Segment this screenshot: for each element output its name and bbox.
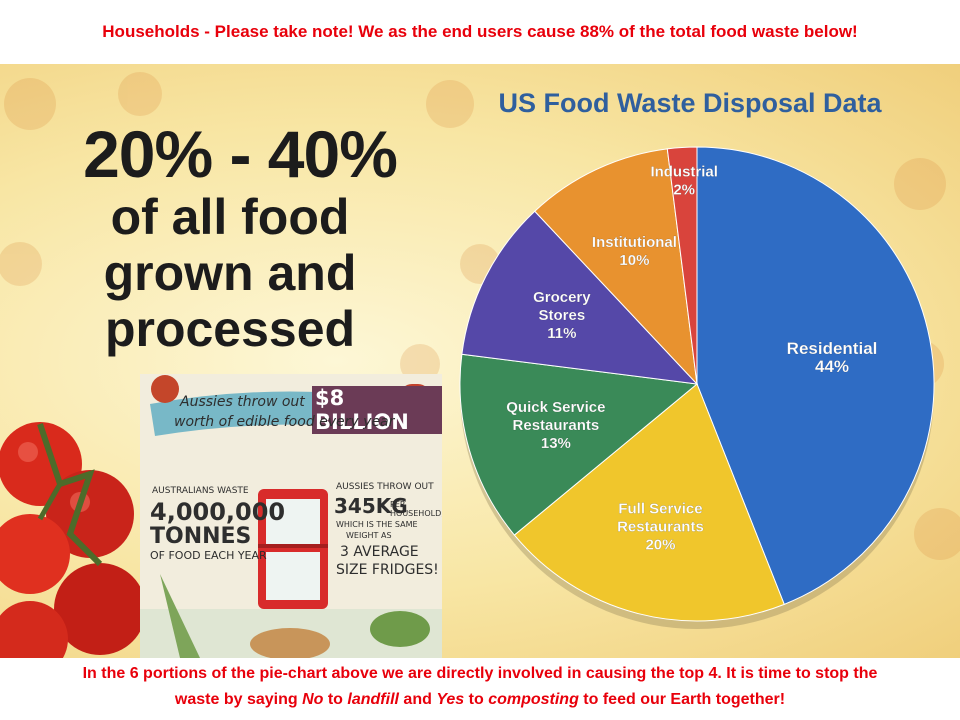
pie-label-line: 13% (541, 435, 571, 452)
headline-line-3: processed (104, 301, 356, 357)
headline-line-2: grown and (103, 245, 357, 301)
pie-label-line: 20% (645, 536, 675, 553)
pie-label-line: Grocery (533, 289, 591, 306)
infographic-right-same2: WEIGHT AS (346, 531, 392, 540)
chart-title: US Food Waste Disposal Data (498, 88, 882, 118)
pie-label-full-service-restaurants: Full Service Restaurants 20% (617, 500, 704, 553)
pie-slice-quick-service-restaurants (459, 353, 699, 536)
bottom-note-yes: Yes (436, 691, 465, 708)
bottom-note-p5: to feed our Earth together! (578, 691, 786, 708)
pie-slice-institutional (534, 148, 698, 386)
headline-line-1: of all food (110, 189, 350, 245)
pie-label-line: 11% (547, 325, 576, 342)
infographic-right-top: AUSSIES THROW OUT (336, 482, 434, 492)
tomato-cluster-image (0, 422, 146, 658)
infographic-amount: $8 BILLION (312, 386, 442, 434)
bottom-note-line1: In the 6 portions of the pie-chart above… (82, 665, 878, 682)
tomato-decoration (0, 72, 960, 658)
infographic-left-bottom2-text: EACH YEAR (204, 549, 267, 562)
bottom-note-line2: waste by saying No to landfill and Yes t… (0, 687, 960, 713)
pie-label-line: Quick Service (506, 399, 605, 416)
pie-label-industrial: Industrial 2% (650, 164, 718, 199)
infographic-right-kg: 345KG (334, 494, 408, 518)
pie-label-line: Residential (787, 339, 878, 358)
infographic-right-fridges: SIZE FRIDGES! (336, 562, 439, 578)
pie-label-quick-service-restaurants: Quick Service Restaurants 13% (506, 399, 605, 452)
aussie-food-waste-infographic: Aussies throw out $8 BILLION worth of ed… (140, 374, 442, 658)
bottom-note: In the 6 portions of the pie-chart above… (0, 658, 960, 720)
infographic-right-same1: WHICH IS THE SAME (336, 520, 418, 529)
infographic-right-avg: 3 AVERAGE (340, 544, 419, 560)
pie-chart: US Food Waste Disposal Data Residential 4… (459, 88, 935, 629)
pie-slice-industrial (666, 146, 698, 385)
pie-label-residential: Residential 44% (787, 339, 878, 376)
pie-slice-full-service-restaurants (513, 383, 785, 622)
pie-label-institutional: Institutional 10% (592, 234, 677, 269)
bottom-note-p3: and (398, 691, 437, 708)
bottom-note-p4: to (464, 691, 489, 708)
pie-label-line: Full Service (618, 500, 702, 517)
infographic-right-per: PER HOUSEHOLD, (390, 500, 442, 518)
pie-slice-grocery-stores (461, 210, 699, 385)
infographic-left-top: AUSTRALIANS WASTE (152, 486, 249, 496)
pie-label-line: 44% (815, 357, 849, 376)
headline-percent: 20% - 40% (83, 117, 398, 191)
infographic-left-bottom1-text: OF FOOD (150, 549, 201, 562)
pie-label-line: 10% (619, 252, 649, 269)
bottom-note-p1: waste by saying (174, 691, 303, 708)
pie-label-line: Restaurants (617, 518, 704, 535)
pie-label-line: Stores (539, 307, 586, 324)
pie-slice-residential (696, 146, 935, 606)
bottom-note-landfill: landfill (347, 691, 399, 708)
infographic-left-mid: TONNES (150, 524, 252, 549)
infographic-left-bottom1: OF FOOD EACH YEAR (150, 549, 267, 562)
pie-label-grocery-stores: Grocery Stores 11% (533, 289, 591, 342)
bottom-note-composting: composting (488, 691, 579, 708)
headline: 20% - 40% of all food grown and processe… (40, 119, 440, 357)
infographic-banner-line1: Aussies throw out (180, 394, 305, 410)
slide-panel: 20% - 40% of all food grown and processe… (0, 64, 960, 658)
pie-label-line: Restaurants (513, 417, 600, 434)
pie-label-line: Industrial (650, 164, 718, 181)
bottom-note-p2: to (323, 691, 348, 708)
pie-label-line: Institutional (592, 234, 677, 251)
infographic-banner-line2: worth of edible food every year (174, 414, 395, 430)
pie-label-line: 2% (673, 182, 695, 199)
top-note: Households - Please take note! We as the… (0, 0, 960, 64)
bottom-note-no: No (302, 691, 324, 708)
infographic-left-big: 4,000,000 (150, 498, 286, 526)
